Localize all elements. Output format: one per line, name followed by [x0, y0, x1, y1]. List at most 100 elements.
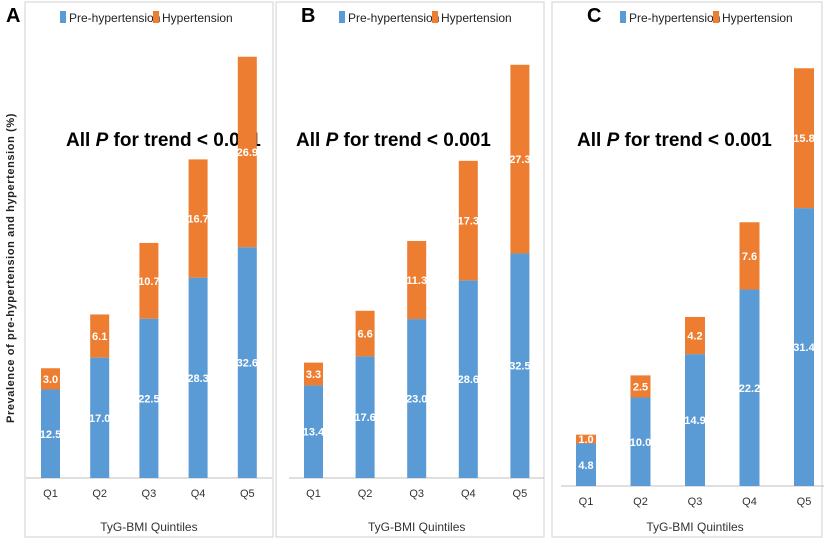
legend-swatch-hypertension — [432, 11, 438, 23]
legend-label: Hypertension — [162, 11, 233, 25]
legend-swatch-pre-hypertension — [620, 11, 626, 23]
data-label-pre-hypertension: 22.2 — [739, 383, 760, 395]
legend-label: Hypertension — [441, 11, 512, 25]
chart-panel-a: A Pre-hypertension Hypertension All P for t… — [6, 1, 274, 538]
x-tick-label: Q1 — [43, 488, 58, 500]
chart-panel-b: B Pre-hypertension Hypertension All P for t… — [275, 1, 545, 538]
data-label-hypertension: 17.3 — [458, 216, 479, 228]
x-tick-label: Q5 — [513, 488, 528, 500]
bar-pre-hypertension-q1 — [41, 389, 60, 478]
trend-annotation: All P for trend < 0.001 — [66, 130, 261, 151]
panel-frame — [551, 1, 823, 538]
x-tick-label: Q4 — [191, 488, 206, 500]
legend-label: Pre-hypertension — [69, 11, 160, 25]
x-tick-label: Q5 — [797, 496, 812, 508]
legend-label: Pre-hypertension — [348, 11, 439, 25]
panel-frame — [24, 1, 274, 538]
bar-hypertension-q5 — [794, 68, 814, 209]
bar-pre-hypertension-q4 — [188, 277, 208, 478]
x-tick-label: Q1 — [579, 496, 594, 508]
legend: Pre-hypertension Hypertension — [620, 11, 793, 25]
bar-hypertension-q2 — [90, 314, 110, 358]
bar-pre-hypertension-q5 — [237, 247, 257, 478]
x-tick-label: Q3 — [688, 496, 703, 508]
data-label-hypertension: 1.0 — [578, 434, 593, 446]
panel-label: C — [587, 5, 601, 27]
x-tick-label: Q3 — [409, 488, 424, 500]
data-label-hypertension: 7.6 — [742, 251, 757, 263]
trend-annotation: All P for trend < 0.001 — [577, 130, 772, 151]
legend: Pre-hypertension Hypertension — [339, 11, 512, 25]
data-label-pre-hypertension: 31.4 — [793, 342, 815, 354]
legend-label: Pre-hypertension — [629, 11, 720, 25]
data-label-pre-hypertension: 14.9 — [684, 415, 705, 427]
bar-hypertension-q4 — [458, 160, 478, 281]
data-label-pre-hypertension: 10.0 — [630, 437, 651, 449]
data-label-pre-hypertension: 32.6 — [237, 358, 258, 370]
bar-pre-hypertension-q3 — [685, 354, 705, 486]
x-tick-label: Q2 — [633, 496, 648, 508]
data-label-pre-hypertension: 23.0 — [406, 394, 427, 406]
data-label-hypertension: 3.0 — [43, 374, 58, 386]
bar-hypertension-q3 — [685, 316, 705, 355]
legend-swatch-hypertension — [153, 11, 159, 23]
chart-panel-c: C Pre-hypertension Hypertension All P for t… — [551, 1, 824, 538]
bar-hypertension-q3 — [139, 242, 159, 319]
data-label-hypertension: 11.3 — [406, 275, 427, 287]
data-label-hypertension: 27.3 — [509, 154, 530, 166]
bar-pre-hypertension-q3 — [407, 319, 427, 478]
data-label-hypertension: 6.1 — [92, 331, 107, 343]
x-tick-label: Q5 — [240, 488, 255, 500]
data-label-pre-hypertension: 32.5 — [509, 361, 530, 373]
bar-hypertension-q2 — [630, 375, 651, 398]
x-tick-label: Q2 — [92, 488, 107, 500]
panel-label: B — [301, 5, 315, 27]
bar-hypertension-q5 — [237, 56, 257, 248]
x-tick-label: Q2 — [358, 488, 373, 500]
x-tick-label: Q4 — [461, 488, 476, 500]
x-tick-label: Q3 — [142, 488, 157, 500]
legend-swatch-pre-hypertension — [339, 11, 345, 23]
bar-hypertension-q1 — [576, 434, 596, 444]
x-axis-label: TyG-BMI Quintiles — [368, 520, 465, 534]
bar-pre-hypertension-q2 — [630, 397, 651, 486]
bar-hypertension-q1 — [304, 362, 323, 386]
bar-pre-hypertension-q2 — [355, 356, 375, 478]
data-label-hypertension: 3.3 — [306, 369, 321, 381]
legend-swatch-hypertension — [713, 11, 719, 23]
x-axis-label: TyG-BMI Quintiles — [646, 520, 743, 534]
bar-hypertension-q4 — [188, 159, 208, 278]
legend-label: Hypertension — [722, 11, 793, 25]
x-tick-label: Q1 — [306, 488, 321, 500]
bar-pre-hypertension-q4 — [739, 289, 760, 486]
data-label-hypertension: 4.2 — [687, 331, 702, 343]
bar-pre-hypertension-q4 — [458, 280, 478, 478]
data-label-hypertension: 10.7 — [138, 276, 159, 288]
bar-hypertension-q4 — [739, 222, 760, 290]
data-label-hypertension: 16.7 — [187, 214, 208, 226]
bar-pre-hypertension-q1 — [304, 385, 323, 478]
bar-hypertension-q1 — [41, 368, 60, 390]
data-label-pre-hypertension: 28.3 — [187, 373, 208, 385]
panel-label: A — [6, 5, 20, 27]
data-label-pre-hypertension: 4.8 — [578, 460, 593, 472]
x-axis-label: TyG-BMI Quintiles — [100, 520, 197, 534]
data-label-pre-hypertension: 28.6 — [458, 374, 479, 386]
bar-pre-hypertension-q5 — [510, 253, 530, 478]
panel-frame — [275, 1, 545, 538]
legend: Pre-hypertension Hypertension — [60, 11, 233, 25]
data-label-pre-hypertension: 17.0 — [89, 413, 110, 425]
bar-pre-hypertension-q1 — [576, 443, 596, 486]
bar-pre-hypertension-q2 — [90, 357, 110, 478]
trend-annotation: All P for trend < 0.001 — [296, 130, 491, 151]
data-label-pre-hypertension: 12.5 — [40, 429, 61, 441]
bar-hypertension-q5 — [510, 64, 530, 254]
bar-pre-hypertension-q5 — [794, 208, 814, 487]
bar-hypertension-q3 — [407, 240, 427, 320]
x-tick-label: Q4 — [742, 496, 757, 508]
bar-hypertension-q2 — [355, 310, 375, 357]
data-label-hypertension: 2.5 — [633, 381, 648, 393]
data-label-pre-hypertension: 13.4 — [303, 427, 325, 439]
bar-pre-hypertension-q3 — [139, 318, 159, 478]
